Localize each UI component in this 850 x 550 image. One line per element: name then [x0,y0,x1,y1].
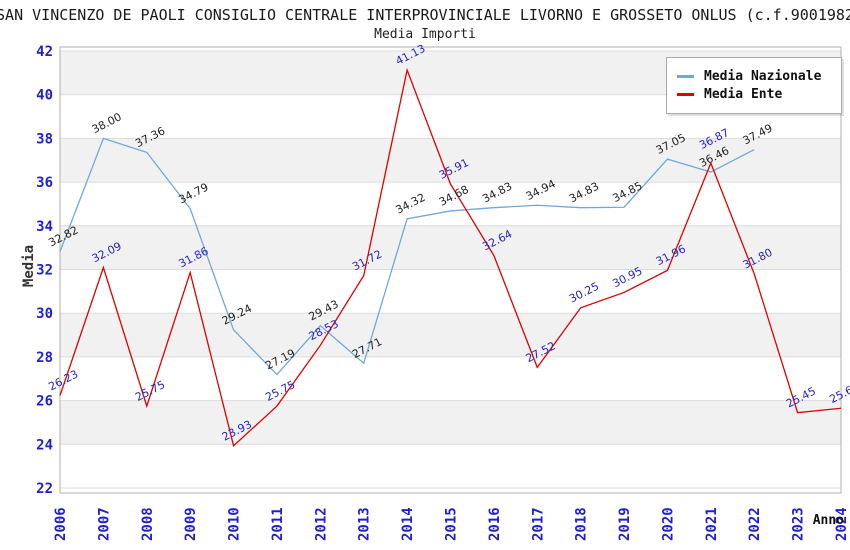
x-tick-label: 2011 [270,507,286,541]
legend-swatch-media-ente-icon [677,93,694,96]
x-tick-label: 2009 [183,507,199,541]
y-tick-label: 30 [36,306,53,322]
x-tick-label: 2019 [617,507,633,541]
legend: Media Nazionale Media Ente [666,57,842,114]
x-tick-label: 2018 [574,507,590,541]
x-tick-label: 2021 [704,507,720,541]
legend-item-media-nazionale: Media Nazionale [677,69,831,84]
y-tick-label: 34 [36,219,53,235]
y-tick-label: 32 [36,263,53,279]
grid-band [60,225,841,270]
x-tick-label: 2010 [227,507,243,541]
grid-band [60,313,841,357]
legend-label-media-ente: Media Ente [704,87,783,102]
x-tick-label: 2017 [530,507,546,541]
x-tick-label: 2007 [96,507,112,541]
series-line-media-ente [59,67,842,448]
y-tick-label: 40 [36,88,53,104]
grid-band [60,138,841,183]
y-tick-label: 22 [36,481,53,497]
y-tick-label: 28 [36,350,53,366]
x-tick-label: 2015 [444,507,460,541]
y-tick-label: 36 [36,175,53,191]
x-tick-label: 2013 [357,507,373,541]
x-tick-label: 2006 [53,507,69,541]
x-axis-title: Anno [812,513,844,528]
x-tick-label: 2022 [747,507,763,541]
legend-swatch-media-nazionale-icon [677,75,694,78]
chart-title: Media Importi [374,27,476,42]
x-tick-label: 2024 [834,507,850,541]
grid-band [60,400,841,445]
x-tick-label: 2008 [140,507,156,541]
y-tick-label: 26 [36,394,53,410]
x-tick-label: 2023 [791,507,807,541]
series-line-media-nazionale [59,137,755,376]
page-title: SAN VINCENZO DE PAOLI CONSIGLIO CENTRALE… [0,6,850,24]
legend-item-media-ente: Media Ente [677,87,831,102]
x-tick-label: 2014 [400,507,416,541]
y-tick-label: 24 [36,437,53,453]
y-tick-label: 42 [36,44,53,60]
y-tick-label: 38 [36,131,53,147]
legend-label-media-nazionale: Media Nazionale [704,69,822,84]
x-tick-label: 2012 [313,507,329,541]
x-tick-label: 2016 [487,507,503,541]
x-tick-label: 2020 [660,507,676,541]
